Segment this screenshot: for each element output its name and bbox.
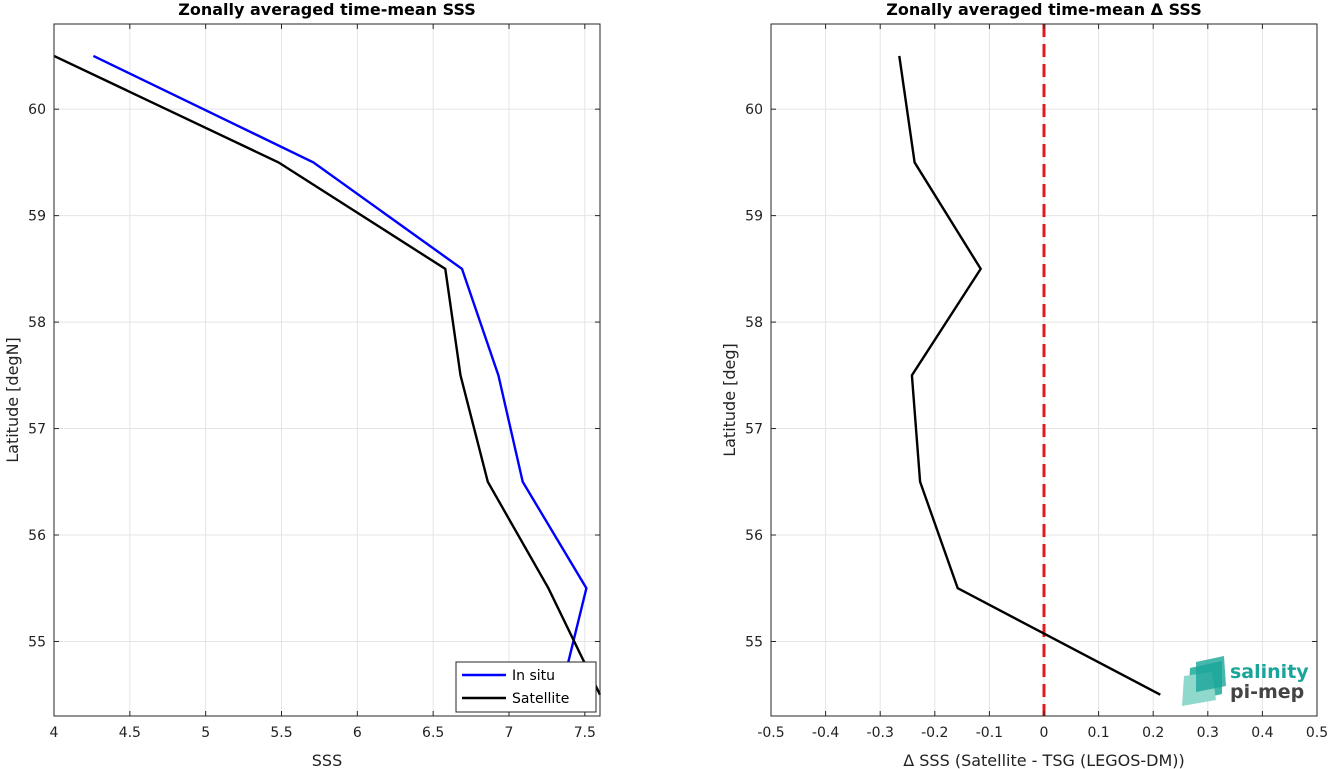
logo-wave-icon (1196, 656, 1226, 692)
panel2-x-axis-label: Δ SSS (Satellite - TSG (LEGOS-DM)) (903, 751, 1185, 769)
panel2-x-tick-label: 0.5 (1306, 725, 1328, 741)
panel1-x-tick-label: 7 (505, 725, 514, 741)
panel1-x-tick-label: 6.5 (422, 725, 444, 741)
panel1-x-tick-label: 6 (353, 725, 362, 741)
panel1-y-tick-label: 57 (28, 422, 46, 438)
panel1-y-tick-label: 56 (28, 528, 46, 544)
panel1-axes: 4 4.5 5 5.5 6 6.5 7 7.5 55 56 57 58 59 60 Zonally aver… (3, 0, 602, 769)
panel2-x-tick-label: 0 (1040, 725, 1049, 741)
panel2-x-tick-label: -0.2 (921, 725, 948, 741)
panel1-x-tick-label: 4 (50, 725, 59, 741)
panel1-series-line-in-situ (92, 54, 588, 664)
panel2-y-tick-label: 57 (745, 422, 763, 438)
panel1-y-tick-label: 59 (28, 209, 46, 225)
panel1-legend-label: In situ (512, 668, 555, 684)
panel2-x-tick-label: -0.3 (867, 725, 894, 741)
panel1-title: Zonally averaged time-mean SSS (178, 0, 476, 19)
panel1-y-axis-label: Latitude [degN] (3, 337, 22, 463)
panel2-y-tick-label: 60 (745, 102, 763, 118)
panel1-y-tick-label: 55 (28, 634, 46, 650)
logo-text-pi-mep: pi-mep (1230, 681, 1304, 703)
panel1-legend-box (455, 661, 597, 713)
panel2-y-tick-label: 55 (745, 634, 763, 650)
panel2-x-tick-label: -0.1 (976, 725, 1003, 741)
panel2-y-tick-label: 59 (745, 209, 763, 225)
panel1-x-tick-label: 7.5 (574, 725, 596, 741)
panel1-legend: In situ Satellite (455, 661, 597, 713)
panel2-x-tick-label: 0.2 (1142, 725, 1164, 741)
panel1-x-tick-label: 5.5 (270, 725, 292, 741)
panel2-title: Zonally averaged time-mean Δ SSS (886, 0, 1202, 19)
panel2-axes: -0.5 -0.4 -0.3 -0.2 -0.1 0 0.1 0.2 0.3 0.4 0.5 55 56… (720, 0, 1328, 769)
panel1-legend-label: Satellite (512, 691, 569, 707)
panel2-y-axis-label: Latitude [deg] (720, 343, 739, 457)
panel2-x-tick-label: 0.3 (1197, 725, 1219, 741)
panel2-y-tick-label: 56 (745, 528, 763, 544)
panel2-x-tick-label: -0.4 (812, 725, 839, 741)
panel2-x-tick-label: 0.1 (1087, 725, 1109, 741)
panel1-y-tick-label: 58 (28, 315, 46, 331)
panel1-x-tick-label: 5 (201, 725, 210, 741)
panel1-x-tick-label: 4.5 (119, 725, 141, 741)
logo-text-salinity: salinity (1230, 661, 1309, 683)
panel1-y-tick-label: 60 (28, 102, 46, 118)
panel1-series-line-satellite (53, 54, 602, 696)
panel2-x-tick-label: -0.5 (757, 725, 784, 741)
panel2-y-tick-label: 58 (745, 315, 763, 331)
panel2-x-tick-label: 0.4 (1251, 725, 1273, 741)
panel2-series-line-0 (898, 55, 1161, 696)
panel1-plot-area (54, 24, 600, 716)
panel1-x-axis-label: SSS (312, 751, 342, 769)
panel1-axes-box (53, 23, 601, 717)
